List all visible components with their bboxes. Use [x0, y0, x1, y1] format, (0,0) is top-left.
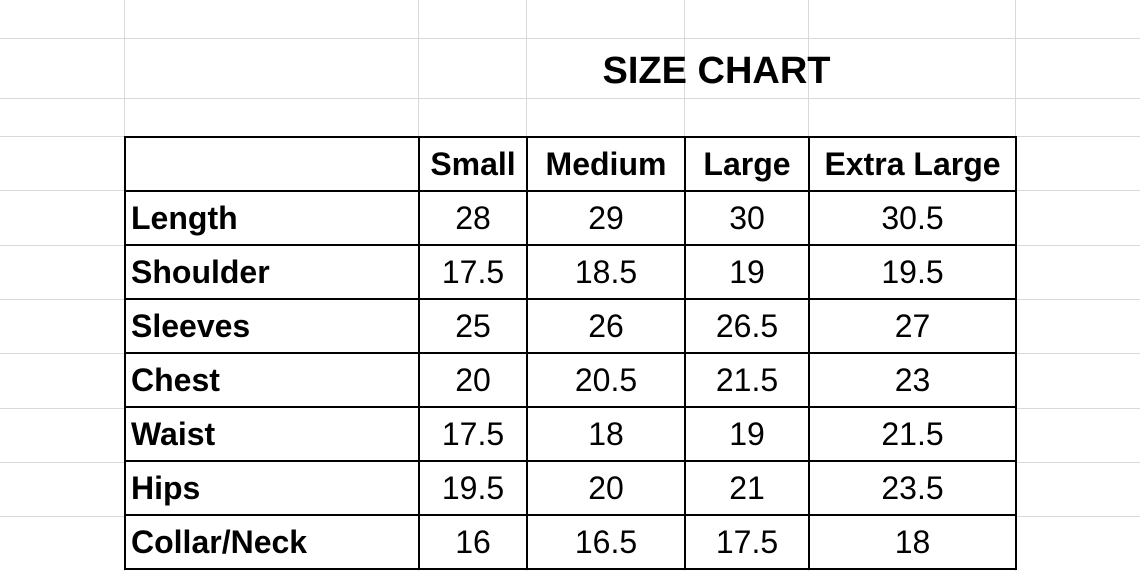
table-cell[interactable]: 26 — [526, 298, 686, 354]
table-cell[interactable]: 19 — [684, 406, 810, 462]
header-cell-large[interactable]: Large — [684, 136, 810, 192]
table-cell[interactable]: 23.5 — [808, 460, 1017, 516]
table-cell[interactable]: 16.5 — [526, 514, 686, 570]
table-cell[interactable]: 21.5 — [684, 352, 810, 408]
row-label-length[interactable]: Length — [124, 190, 420, 246]
table-cell[interactable]: 17.5 — [684, 514, 810, 570]
table-cell[interactable]: 18.5 — [526, 244, 686, 300]
row-label-shoulder[interactable]: Shoulder — [124, 244, 420, 300]
header-cell-empty[interactable] — [124, 136, 420, 192]
header-cell-medium[interactable]: Medium — [526, 136, 686, 192]
size-chart-table: Small Medium Large Extra Large Length 28… — [124, 136, 1017, 570]
header-cell-small[interactable]: Small — [418, 136, 528, 192]
table-cell[interactable]: 26.5 — [684, 298, 810, 354]
header-row: Small Medium Large Extra Large — [124, 136, 1017, 192]
table-row: Shoulder 17.5 18.5 19 19.5 — [124, 244, 1017, 300]
row-label-collar-neck[interactable]: Collar/Neck — [124, 514, 420, 570]
row-label-waist[interactable]: Waist — [124, 406, 420, 462]
table-cell[interactable]: 30 — [684, 190, 810, 246]
table-cell[interactable]: 18 — [526, 406, 686, 462]
table-cell[interactable]: 17.5 — [418, 406, 528, 462]
table-row: Sleeves 25 26 26.5 27 — [124, 298, 1017, 354]
gridline-horizontal — [0, 98, 1140, 99]
page-title: SIZE CHART — [602, 50, 831, 92]
table-cell[interactable]: 23 — [808, 352, 1017, 408]
table-cell[interactable]: 19.5 — [418, 460, 528, 516]
table-row: Length 28 29 30 30.5 — [124, 190, 1017, 246]
table-cell[interactable]: 21.5 — [808, 406, 1017, 462]
table-cell[interactable]: 16 — [418, 514, 528, 570]
table-row: Hips 19.5 20 21 23.5 — [124, 460, 1017, 516]
table-cell[interactable]: 28 — [418, 190, 528, 246]
row-label-chest[interactable]: Chest — [124, 352, 420, 408]
table-cell[interactable]: 20.5 — [526, 352, 686, 408]
table-cell[interactable]: 27 — [808, 298, 1017, 354]
table-cell[interactable]: 20 — [418, 352, 528, 408]
table-cell[interactable]: 17.5 — [418, 244, 528, 300]
table-cell[interactable]: 21 — [684, 460, 810, 516]
row-label-sleeves[interactable]: Sleeves — [124, 298, 420, 354]
table-cell[interactable]: 19.5 — [808, 244, 1017, 300]
row-label-hips[interactable]: Hips — [124, 460, 420, 516]
table-cell[interactable]: 18 — [808, 514, 1017, 570]
gridline-horizontal — [0, 38, 1140, 39]
table-row: Collar/Neck 16 16.5 17.5 18 — [124, 514, 1017, 570]
table-row: Chest 20 20.5 21.5 23 — [124, 352, 1017, 408]
table-row: Waist 17.5 18 19 21.5 — [124, 406, 1017, 462]
table-cell[interactable]: 29 — [526, 190, 686, 246]
header-cell-extra-large[interactable]: Extra Large — [808, 136, 1017, 192]
table-cell[interactable]: 19 — [684, 244, 810, 300]
table-cell[interactable]: 25 — [418, 298, 528, 354]
table-cell[interactable]: 20 — [526, 460, 686, 516]
table-cell[interactable]: 30.5 — [808, 190, 1017, 246]
